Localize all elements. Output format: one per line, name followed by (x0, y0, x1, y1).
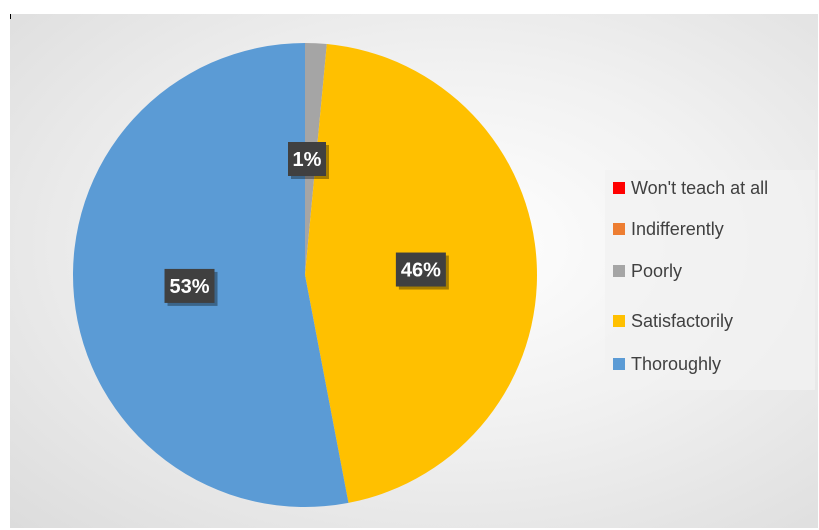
corner-mark (10, 14, 11, 19)
data-label-box (164, 268, 215, 303)
legend-swatch (613, 265, 625, 277)
pie-data-labels: 1% 46% 53% (164, 142, 449, 306)
legend-label: Poorly (631, 260, 683, 281)
legend-swatch (613, 223, 625, 235)
pie-slices (73, 43, 538, 507)
data-label-text: 46% (401, 260, 441, 282)
legend-item-wont-teach: Won't teach at all (613, 176, 768, 200)
legend-label: Satisfactorily (631, 310, 734, 331)
data-label-poorly: 1% (288, 142, 329, 179)
data-label-text: 1% (293, 149, 322, 171)
legend-item-satisfactorily: Satisfactorily (613, 309, 733, 333)
chart-legend: Won't teach at all Indifferently Poorly … (605, 170, 815, 390)
legend-item-poorly: Poorly (613, 259, 682, 283)
data-label-satisfactorily: 46% (395, 252, 449, 290)
legend-label: Indifferently (631, 218, 724, 239)
legend-swatch (613, 182, 625, 194)
data-label-text: 53% (169, 276, 209, 298)
data-label-thoroughly: 53% (164, 268, 218, 306)
legend-label: Won't teach at all (631, 177, 769, 198)
legend-swatch (613, 358, 625, 370)
legend-label: Thoroughly (631, 353, 722, 374)
data-label-box (395, 252, 446, 287)
legend-item-thoroughly: Thoroughly (613, 352, 721, 376)
data-label-box (288, 142, 326, 176)
legend-item-indifferently: Indifferently (613, 217, 724, 241)
legend-swatch (613, 315, 625, 327)
